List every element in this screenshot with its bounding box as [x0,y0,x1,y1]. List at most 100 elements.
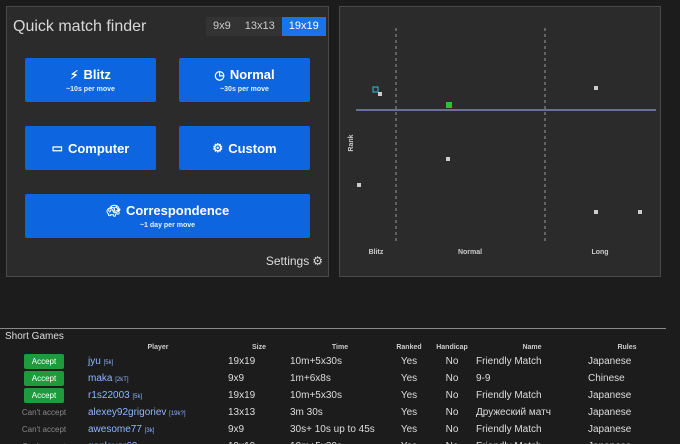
player-link[interactable]: awesome77 [88,424,142,435]
time-cell: 30s+ 10s up to 45s [290,424,375,435]
rules-cell: Japanese [588,390,632,401]
x-label-long: Long [591,249,608,256]
gear-icon: ⚙︎ [312,254,323,268]
accept-button[interactable]: Accept [23,388,65,403]
player-cell: alexey92grigoriev [19k?] [88,404,228,421]
col-header-action [0,342,88,353]
blitz-subtitle: ~10s per move [66,86,115,93]
handicap-cell: No [445,390,459,401]
table-row: Can't accept alexey92grigoriev [19k?] 13x1… [0,404,666,421]
player-link[interactable]: goplayer69 [88,441,137,444]
ranked-cell: Yes [400,390,418,401]
y-axis-label: Rank [348,134,355,151]
blitz-label: Blitz [83,67,111,82]
time-cell: 10m+5x30s [290,438,390,444]
size-cell: 9x9 [228,424,245,435]
rules-cell: Japanese [588,424,632,435]
quick-match-finder: Quick match finder 9x9 13x13 19x19 ⚡︎ Bli… [6,6,329,277]
handicap-cell: No [445,424,459,435]
table-row: Can't accept goplayer69 [14k]19x1910m+5x3… [0,438,666,444]
challenge-point[interactable] [378,92,382,96]
accept-button[interactable]: Accept [23,354,65,369]
challenge-point[interactable] [594,86,598,90]
action-cell: Accept [0,387,88,404]
computer-label: Computer [67,140,130,156]
computer-button[interactable]: ▭ Computer [25,126,156,170]
challenge-point[interactable] [357,183,361,187]
player-rank: [19k?] [169,411,186,417]
col-header-name: Name [522,344,542,351]
size-13x13-button[interactable]: 13x13 [237,17,282,36]
challenge-plot: Rank Blitz Normal Long [339,6,661,277]
player-link[interactable]: jyu [88,356,101,367]
table-row: Accept r1s22003 [5k] 19x19 10m+5x30s Yes No Fr… [0,387,666,404]
game-name-cell: Friendly Match [476,438,588,444]
correspondence-button[interactable]: 🐢︎ Correspondence ~1 day per move [25,194,310,238]
game-name-cell: 9-9 [476,373,491,384]
table-row: Accept jyu [5k] 19x19 10m+5x30s Yes No Friendl… [0,353,666,370]
cant-accept-label: Can't accept [21,425,67,434]
game-name-cell: Дружеский матч [476,407,551,418]
challenge-point[interactable] [594,210,598,214]
challenge-point[interactable] [446,102,452,108]
cant-accept-label: Can't accept [22,442,66,444]
size-cell: 19x19 [228,438,290,444]
correspondence-label: Correspondence [125,203,230,218]
challenge-point[interactable] [446,157,450,161]
table-header-row: Player Size Time Ranked Handicap Name Ru… [0,342,666,353]
action-cell: Can't accept [0,438,88,444]
size-9x9-button[interactable]: 9x9 [206,17,238,36]
game-name-cell: Friendly Match [476,390,542,401]
accept-button[interactable]: Accept [23,371,65,386]
size-cell: 9x9 [228,373,245,384]
section-divider [0,328,666,329]
col-header-size: Size [251,344,266,351]
player-cell: goplayer69 [14k] [88,438,228,444]
col-header-handicap: Handicap [436,344,468,351]
player-link[interactable]: maka [88,373,113,384]
cant-accept-label: Can't accept [21,408,67,417]
custom-label: Custom [228,140,277,156]
time-cell: 10m+5x30s [290,390,342,401]
player-rank: [3k] [144,428,155,434]
table-row: Accept maka [2kT] 9x9 1m+6x8s Yes No 9-9 Chines… [0,370,666,387]
handicap-cell: No [445,407,459,418]
finder-title: Quick match finder [13,18,147,35]
time-cell: 10m+5x30s [290,356,342,367]
rules-cell: Chinese [588,373,625,384]
blitz-button[interactable]: ⚡︎ Blitz ~10s per move [25,58,156,102]
ranked-cell: Yes [390,438,428,444]
games-table: Player Size Time Ranked Handicap Name Ru… [0,342,666,444]
rules-cell: Japanese [588,356,632,367]
custom-button[interactable]: ⚙︎ Custom [179,126,310,170]
size-cell: 19x19 [228,390,256,401]
ranked-cell: Yes [400,424,418,435]
col-header-rules: Rules [617,344,637,351]
clock-icon: ◷ [214,67,225,82]
action-cell: Can't accept [0,404,88,421]
challenge-point[interactable] [638,210,642,214]
game-name-cell: Friendly Match [476,356,542,367]
section-title: Short Games [5,331,64,342]
bolt-icon: ⚡︎ [70,67,79,82]
player-cell: r1s22003 [5k] [88,387,228,404]
player-cell: maka [2kT] [88,370,228,387]
player-cell: awesome77 [3k] [88,421,228,438]
correspondence-subtitle: ~1 day per move [139,222,196,229]
game-name-cell: Friendly Match [476,424,542,435]
table-row: Can't accept awesome77 [3k] 9x9 30s+ 10s up… [0,421,666,438]
normal-button[interactable]: ◷ Normal ~30s per move [179,58,310,102]
x-label-normal: Normal [458,249,482,256]
player-link[interactable]: alexey92grigoriev [88,407,167,418]
col-header-player: Player [147,344,169,351]
gear-icon: ⚙︎ [212,141,224,155]
size-19x19-button[interactable]: 19x19 [281,17,326,36]
action-cell: Accept [0,370,88,387]
player-link[interactable]: r1s22003 [88,390,130,401]
handicap-cell: No [428,438,476,444]
settings-link[interactable]: Settings ⚙︎ [266,254,323,268]
monitor-icon: ▭ [51,141,63,155]
x-label-blitz: Blitz [369,249,384,256]
settings-label: Settings [265,254,310,268]
challenge-point[interactable] [372,86,379,93]
